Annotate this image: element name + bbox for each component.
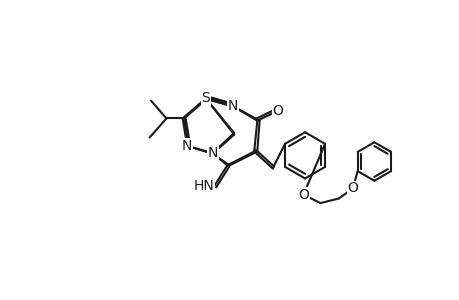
Text: N: N bbox=[227, 99, 237, 113]
Text: O: O bbox=[297, 188, 308, 202]
Text: O: O bbox=[347, 182, 358, 196]
Text: S: S bbox=[201, 92, 210, 105]
Text: N: N bbox=[182, 139, 192, 153]
Text: HN: HN bbox=[193, 179, 214, 193]
Text: O: O bbox=[272, 104, 283, 118]
Text: N: N bbox=[207, 146, 218, 160]
